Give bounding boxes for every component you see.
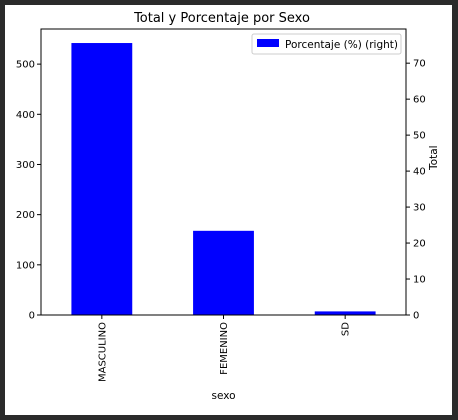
bar-chart: Total y Porcentaje por Sexo 010020030040… <box>16 11 440 402</box>
right-y-tick-label: 20 <box>413 239 426 250</box>
legend: Porcentaje (%) (right) <box>251 33 402 55</box>
bar-femenino <box>193 230 254 315</box>
left-y-tick-label: 200 <box>16 210 35 221</box>
legend-label: Porcentaje (%) (right) <box>285 39 398 51</box>
right-y-axis-label: Total <box>428 145 440 171</box>
bars-group <box>71 43 376 316</box>
left-y-tick-label: 300 <box>16 160 35 171</box>
left-y-axis: 0 100 200 300 400 500 <box>16 60 41 322</box>
left-y-tick-label: 0 <box>29 311 35 322</box>
legend-swatch <box>257 39 279 47</box>
x-tick-label: FEMENINO <box>219 322 230 375</box>
chart-title: Total y Porcentaje por Sexo <box>133 11 310 26</box>
x-axis: MASCULINO FEMENINO SD <box>97 315 352 382</box>
x-tick-label: MASCULINO <box>97 322 108 382</box>
right-y-tick-label: 70 <box>413 59 426 70</box>
right-y-tick-label: 30 <box>413 203 426 214</box>
left-y-tick-label: 100 <box>16 260 35 271</box>
plot-area-border <box>40 28 407 316</box>
left-y-tick-label: 400 <box>16 110 35 121</box>
bar-masculino <box>71 43 133 316</box>
bar-sd <box>314 311 376 315</box>
right-y-axis: 0 10 20 30 40 50 60 70 <box>406 59 426 322</box>
right-y-tick-label: 10 <box>413 275 426 286</box>
right-y-tick-label: 40 <box>413 167 426 178</box>
right-y-tick-label: 60 <box>413 95 426 106</box>
x-tick-label: SD <box>341 322 352 336</box>
legend-box <box>251 33 402 55</box>
x-axis-label: sexo <box>211 390 235 402</box>
chart-figure: Total y Porcentaje por Sexo 0 100 200 300 40… <box>5 5 452 415</box>
right-y-tick-label: 0 <box>413 311 419 322</box>
right-y-tick-label: 50 <box>413 131 426 142</box>
left-y-tick-label: 500 <box>16 60 35 71</box>
